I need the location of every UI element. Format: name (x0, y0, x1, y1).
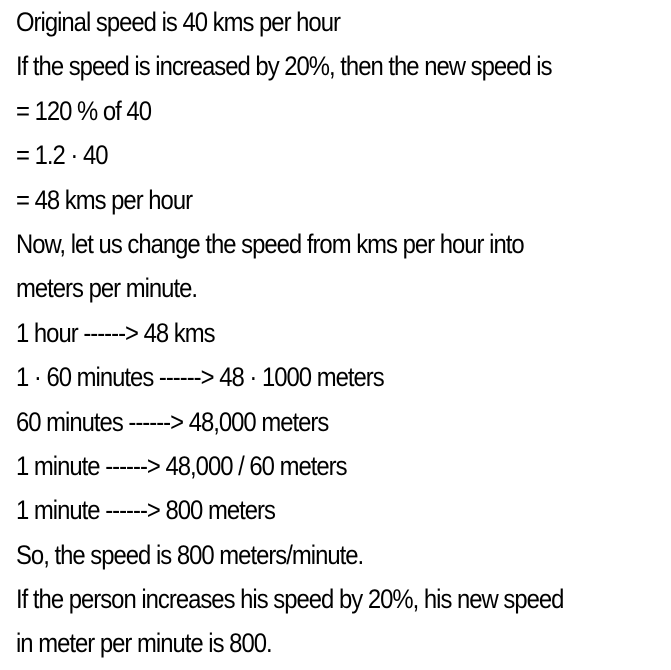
solution-text: Original speed is 40 kms per hour If the… (16, 0, 666, 666)
text-line: 1 minute ------> 48,000 / 60 meters (16, 450, 348, 481)
text-line: Now, let us change the speed from kms pe… (16, 228, 525, 259)
text-line: So, the speed is 800 meters/minute. (16, 539, 364, 570)
text-line: = 120 % of 40 (16, 95, 152, 126)
text-line: If the person increases his speed by 20%… (16, 584, 564, 615)
text-line: 1 minute ------> 800 meters (16, 495, 276, 526)
text-line: = 1.2 · 40 (16, 140, 109, 171)
text-line: = 48 kms per hour (16, 184, 193, 215)
text-line: Original speed is 40 kms per hour (16, 7, 341, 37)
text-line: If the speed is increased by 20%, then t… (16, 51, 553, 82)
text-line: meters per minute. (16, 273, 198, 304)
text-line: 1 hour ------> 48 kms (16, 317, 216, 348)
text-line: in meter per minute is 800. (16, 628, 273, 659)
text-line: 1 · 60 minutes ------> 48 · 1000 meters (16, 362, 385, 393)
text-line: 60 minutes ------> 48,000 meters (16, 406, 329, 437)
